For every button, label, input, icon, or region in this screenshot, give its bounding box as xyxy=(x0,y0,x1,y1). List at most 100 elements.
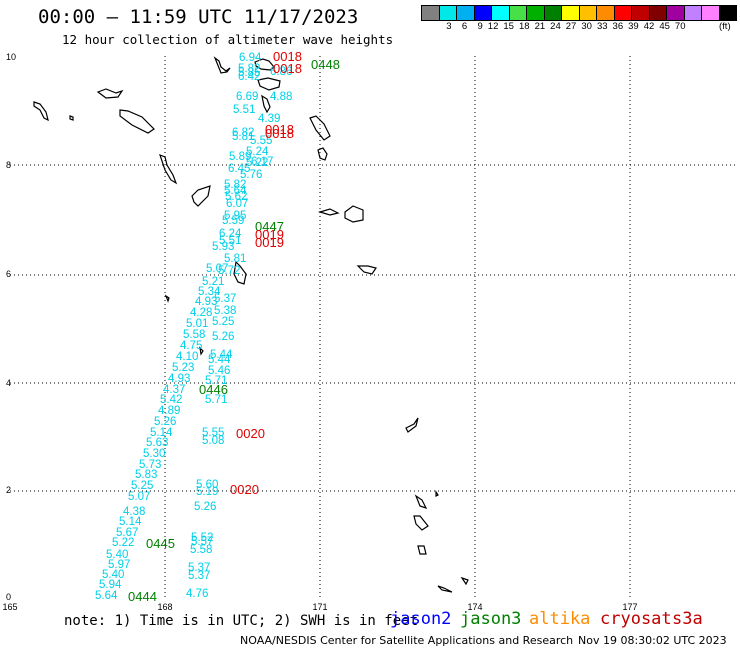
pass-time-label: 0446 xyxy=(199,382,228,397)
swh-value: 5.73 xyxy=(139,459,161,471)
swh-value: 5.57 xyxy=(191,536,213,548)
island-outline xyxy=(344,205,364,223)
colorbar-label: 21 xyxy=(534,21,546,32)
colorbar-label: 6 xyxy=(461,21,468,32)
colorbar-label: 42 xyxy=(643,21,655,32)
swh-value: 5.19 xyxy=(196,486,218,498)
island-outline xyxy=(119,109,155,134)
island-outline xyxy=(69,115,74,121)
generated-time: Nov 19 08:30:02 UTC 2023 xyxy=(578,634,727,647)
colorbar-label: 15 xyxy=(503,21,514,32)
colorbar-label: 39 xyxy=(628,21,639,32)
swh-value: 5.22 xyxy=(112,537,134,549)
swh-value: 5.97 xyxy=(108,559,130,571)
y-tick-label: 8 xyxy=(6,160,11,170)
credit-line: NOAA/NESDIS Center for Satellite Applica… xyxy=(240,634,574,647)
swh-value: 5.60 xyxy=(196,479,218,491)
swh-value: 5.08 xyxy=(202,435,224,447)
y-tick-label: 2 xyxy=(6,485,11,495)
swh-value: 4.39 xyxy=(258,113,280,125)
swh-value: 5.94 xyxy=(99,579,122,591)
swh-value: 5.07 xyxy=(206,263,228,275)
swh-value: 5.26 xyxy=(194,501,216,513)
island-outline xyxy=(309,115,331,141)
swh-value: 4.89 xyxy=(158,405,180,417)
island-outline xyxy=(417,545,427,555)
island-outline xyxy=(460,576,469,586)
swh-value: 5.34 xyxy=(198,286,221,298)
swh-value: 5.85 xyxy=(238,67,260,79)
swh-value: 5.82 xyxy=(238,63,260,75)
swh-value: 5.52 xyxy=(191,532,213,544)
island-outline xyxy=(164,294,170,303)
island-outline xyxy=(254,58,275,71)
swh-value: 5.76 xyxy=(240,169,262,181)
swh-value: 5.24 xyxy=(246,146,269,158)
swh-value: 5.55 xyxy=(202,427,224,439)
swh-value: 5.93 xyxy=(212,241,234,253)
legend-altika: altika xyxy=(529,609,591,629)
swh-value: 5.07 xyxy=(128,491,150,503)
island-outline xyxy=(437,585,453,593)
pass-time-label: 0018 xyxy=(273,49,302,64)
colorbar-label: 36 xyxy=(612,21,624,32)
swh-value: 4.88 xyxy=(270,91,292,103)
island-outline xyxy=(213,56,231,74)
colorbar-label: 45 xyxy=(659,21,670,32)
swh-value: 5.40 xyxy=(106,549,128,561)
swh-value: 6.07 xyxy=(226,198,248,210)
swh-value: 5.14 xyxy=(150,427,173,439)
swh-value: 5.82 xyxy=(224,179,246,191)
colorbar-label: 30 xyxy=(581,21,592,32)
swh-value: 5.89 xyxy=(229,151,251,163)
swh-value: 5.58 xyxy=(190,544,212,556)
footer-note: note: 1) Time is in UTC; 2) SWH is in fe… xyxy=(64,613,419,629)
pass-time-label: 0448 xyxy=(311,57,340,72)
swh-value: 5.44 xyxy=(210,349,233,361)
swh-value: 5.37 xyxy=(214,293,236,305)
y-tick-label: 4 xyxy=(6,378,11,388)
y-tick-label: 6 xyxy=(6,269,11,279)
island-outline xyxy=(233,260,247,285)
colorbar-label: 18 xyxy=(518,21,530,32)
swh-value: 5.46 xyxy=(208,365,230,377)
swh-value: 5.23 xyxy=(172,362,194,374)
swh-value: 5.51 xyxy=(219,235,241,247)
swh-value: 5.81 xyxy=(224,253,246,265)
swh-value: 5.26 xyxy=(212,331,234,343)
swh-value: 6.45 xyxy=(228,163,250,175)
swh-value: 5.55 xyxy=(250,135,272,147)
swh-value: 4.37 xyxy=(163,384,185,396)
swh-value: 5.59 xyxy=(222,215,244,227)
swh-value: 5.01 xyxy=(186,318,208,330)
island-outline xyxy=(317,208,340,216)
x-tick-label: 168 xyxy=(157,602,172,612)
pass-time-label: 0445 xyxy=(146,536,175,551)
colorbar-labels: 3 6 9 12 15 18 21 24 27 30 33 36 39 42 45 70 xyxy=(422,21,685,32)
swh-value: 4.76 xyxy=(186,588,208,600)
swh-value: 4.93 xyxy=(168,373,190,385)
wave-height-colorbar xyxy=(421,5,737,21)
swh-value: 4.93 xyxy=(195,296,217,308)
pass-time-label: 0018 xyxy=(265,122,294,137)
swh-value: 5.95 xyxy=(224,210,246,222)
swh-value: 5.44 xyxy=(208,354,231,366)
pass-time-label: 0444 xyxy=(128,589,157,604)
pass-time-label: 0447 xyxy=(255,219,284,234)
swh-value: 5.83 xyxy=(135,469,157,481)
legend-jason2: jason2 xyxy=(390,609,452,629)
island-outline xyxy=(413,515,429,531)
swh-value: 4.28 xyxy=(190,307,212,319)
colorbar-label: 3 xyxy=(446,21,452,32)
colorbar-label: 24 xyxy=(550,21,561,32)
swh-value: 5.71 xyxy=(205,394,227,406)
x-tick-label: 174 xyxy=(467,602,482,612)
swh-value: 5.26 xyxy=(154,416,176,428)
swh-value: 5.81 xyxy=(232,131,254,143)
swh-value: 5.72 xyxy=(218,265,240,277)
swh-value: 6.24 xyxy=(219,228,242,240)
island-outline xyxy=(261,94,271,114)
pass-time-label: 0018 xyxy=(265,126,294,141)
x-tick-label: 177 xyxy=(622,602,637,612)
